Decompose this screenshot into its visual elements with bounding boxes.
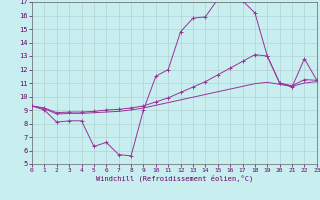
- X-axis label: Windchill (Refroidissement éolien,°C): Windchill (Refroidissement éolien,°C): [96, 175, 253, 182]
